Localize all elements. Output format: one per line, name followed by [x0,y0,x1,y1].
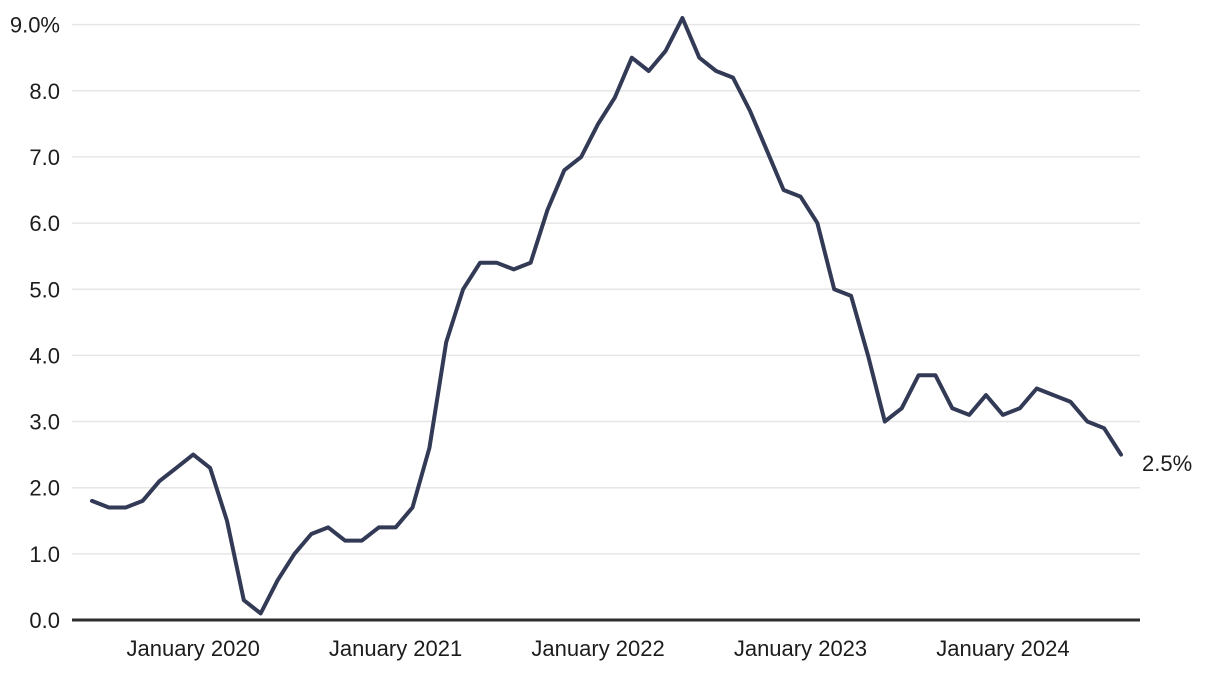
end-value-label: 2.5% [1142,451,1192,476]
x-tick-label: January 2021 [329,636,462,661]
y-tick-label: 9.0% [10,13,60,38]
x-tick-label: January 2024 [936,636,1069,661]
y-tick-label: 1.0 [29,542,60,567]
y-tick-label: 2.0 [29,476,60,501]
y-tick-label: 4.0 [29,343,60,368]
y-tick-label: 8.0 [29,79,60,104]
x-tick-label: January 2022 [531,636,664,661]
y-tick-label: 5.0 [29,277,60,302]
y-tick-label: 0.0 [29,608,60,633]
inflation-line [90,16,1123,616]
y-tick-label: 7.0 [29,145,60,170]
x-tick-label: January 2020 [127,636,260,661]
y-tick-label: 6.0 [29,211,60,236]
x-tick-label: January 2023 [734,636,867,661]
y-tick-label: 3.0 [29,410,60,435]
